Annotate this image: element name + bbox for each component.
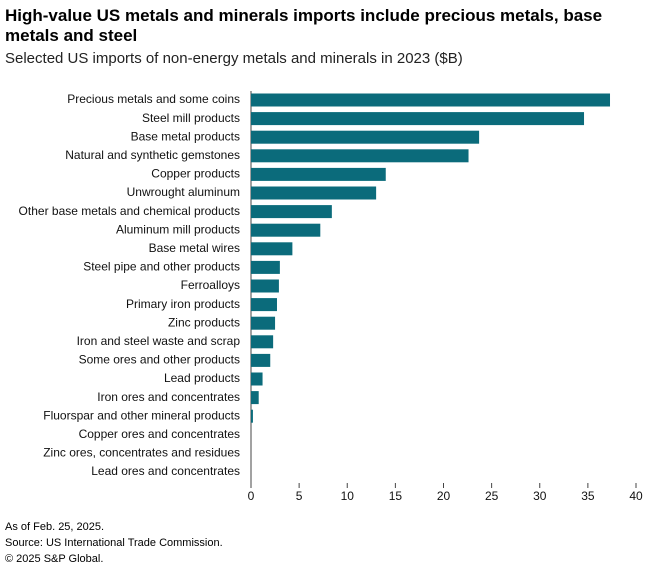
x-tick-label: 25 [485, 489, 499, 503]
x-tick-label: 5 [296, 489, 303, 503]
y-tick-label: Natural and synthetic gemstones [65, 148, 240, 162]
y-tick-label: Iron and steel waste and scrap [77, 334, 241, 348]
chart-subtitle: Selected US imports of non-energy metals… [5, 50, 463, 67]
y-tick-label: Steel mill products [142, 111, 240, 125]
y-tick-label: Copper products [151, 167, 240, 181]
y-tick-label: Some ores and other products [79, 353, 240, 367]
bar [251, 112, 585, 126]
bar [251, 93, 611, 107]
note: © 2025 S&P Global. [5, 553, 104, 565]
x-tick-label: 30 [533, 489, 547, 503]
y-tick-label: Base metal wires [149, 241, 240, 255]
bar [251, 242, 293, 256]
y-tick-label: Fluorspar and other mineral products [43, 408, 240, 422]
x-tick-label: 10 [341, 489, 355, 503]
y-tick-label: Iron ores and concentrates [97, 390, 240, 404]
bar [251, 316, 276, 330]
x-tick-label: 40 [629, 489, 643, 503]
y-tick-label: Zinc ores, concentrates and residues [43, 446, 240, 460]
y-tick-label: Other base metals and chemical products [19, 204, 240, 218]
x-tick-label: 35 [581, 489, 595, 503]
note: As of Feb. 25, 2025. [5, 521, 105, 533]
y-tick-label: Unwrought aluminum [127, 185, 240, 199]
bar [251, 186, 377, 200]
y-tick-label: Ferroalloys [181, 278, 240, 292]
x-tick-label: 20 [437, 489, 451, 503]
chart-title: High-value US metals and minerals import… [5, 6, 603, 45]
x-tick-label: 0 [248, 489, 255, 503]
bar [251, 372, 263, 386]
y-tick-label: Lead products [164, 371, 240, 385]
notes: As of Feb. 25, 2025. Source: US Internati… [5, 519, 223, 567]
y-tick-label: Aluminum mill products [116, 222, 240, 236]
y-tick-label: Base metal products [131, 129, 240, 143]
note: Source: US International Trade Commissio… [5, 537, 223, 549]
y-tick-label: Lead ores and concentrates [91, 464, 240, 478]
x-tick-label: 15 [389, 489, 403, 503]
bar [251, 409, 253, 423]
y-tick-label: Primary iron products [126, 297, 240, 311]
bar [251, 279, 279, 293]
bar [251, 335, 274, 349]
y-tick-label: Zinc products [168, 315, 240, 329]
y-tick-label: Precious metals and some coins [67, 92, 240, 106]
bar [251, 130, 480, 144]
bar [251, 260, 280, 274]
bar [251, 298, 277, 312]
bar [251, 353, 271, 367]
bar [251, 205, 332, 219]
bar [251, 223, 321, 237]
bar [251, 149, 469, 163]
y-tick-label: Copper ores and concentrates [79, 427, 240, 441]
bar [251, 167, 386, 181]
y-tick-label: Steel pipe and other products [83, 260, 240, 274]
bar [251, 391, 259, 405]
